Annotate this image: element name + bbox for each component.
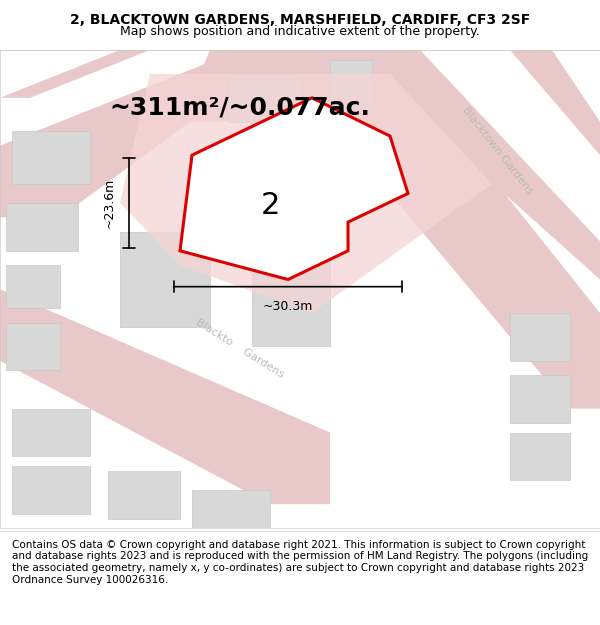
Polygon shape <box>252 251 330 346</box>
Polygon shape <box>180 50 600 409</box>
Polygon shape <box>330 59 372 108</box>
Polygon shape <box>360 50 600 279</box>
Polygon shape <box>0 50 288 217</box>
Polygon shape <box>510 50 600 155</box>
Polygon shape <box>12 409 90 456</box>
Text: ~311m²/~0.077ac.: ~311m²/~0.077ac. <box>110 96 370 119</box>
Polygon shape <box>0 50 150 98</box>
Polygon shape <box>0 289 330 504</box>
Text: Blackto    Gardens: Blackto Gardens <box>194 318 286 380</box>
Text: ~30.3m: ~30.3m <box>263 300 313 313</box>
Polygon shape <box>6 322 60 371</box>
Polygon shape <box>6 265 60 308</box>
Polygon shape <box>180 98 408 279</box>
Polygon shape <box>510 313 570 361</box>
Text: Map shows position and indicative extent of the property.: Map shows position and indicative extent… <box>120 24 480 38</box>
Text: Contains OS data © Crown copyright and database right 2021. This information is : Contains OS data © Crown copyright and d… <box>12 540 588 584</box>
Polygon shape <box>192 490 270 528</box>
Polygon shape <box>12 131 90 184</box>
Text: ~23.6m: ~23.6m <box>103 178 116 228</box>
Text: 2: 2 <box>260 191 280 220</box>
Text: Blacktown Gardens: Blacktown Gardens <box>461 105 535 196</box>
Polygon shape <box>120 232 210 328</box>
Polygon shape <box>6 203 78 251</box>
Polygon shape <box>510 432 570 480</box>
Polygon shape <box>108 471 180 519</box>
Polygon shape <box>510 375 570 423</box>
Polygon shape <box>120 74 492 313</box>
Polygon shape <box>228 74 300 122</box>
Polygon shape <box>12 466 90 514</box>
Text: 2, BLACKTOWN GARDENS, MARSHFIELD, CARDIFF, CF3 2SF: 2, BLACKTOWN GARDENS, MARSHFIELD, CARDIF… <box>70 12 530 26</box>
